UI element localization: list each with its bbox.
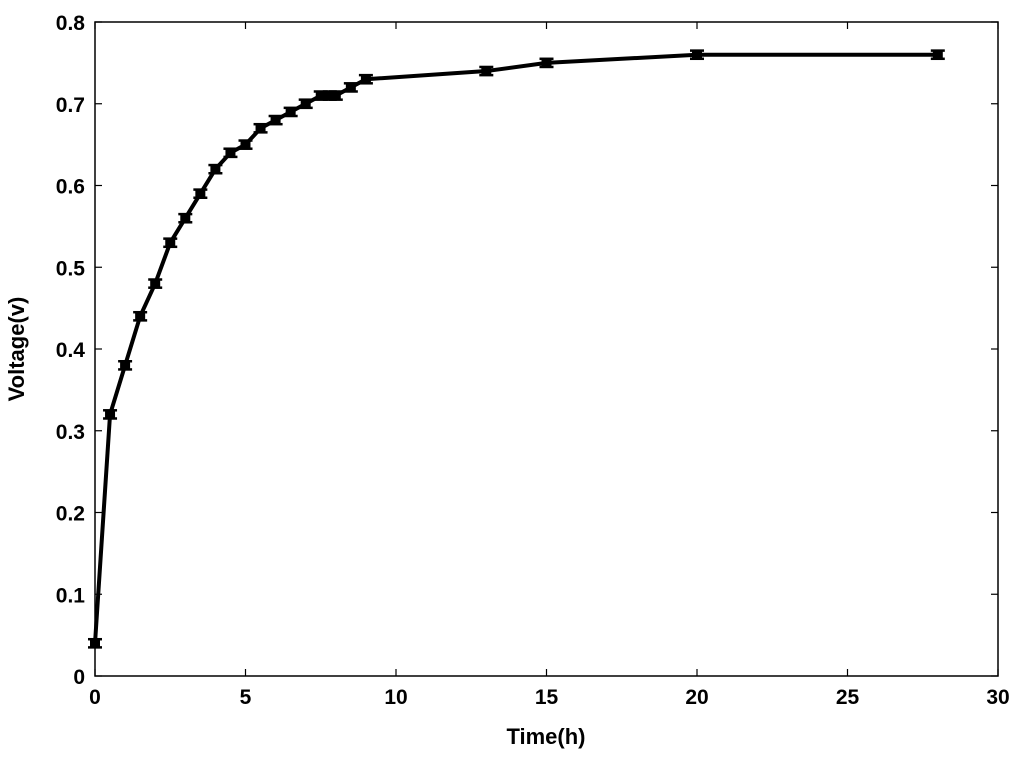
data-marker: [300, 99, 311, 108]
data-point: [238, 139, 253, 150]
data-marker: [195, 189, 206, 198]
data-point: [479, 65, 494, 77]
plot-area: [94, 21, 999, 677]
y-tick-label: 0.4: [56, 339, 86, 362]
data-marker: [240, 140, 251, 149]
data-marker: [330, 91, 341, 100]
y-tick-label: 0.2: [56, 503, 85, 526]
data-point: [208, 163, 223, 175]
data-point: [193, 188, 208, 200]
axis-ticks: [94, 21, 999, 677]
data-point: [690, 49, 704, 61]
data-point: [223, 147, 238, 159]
data-marker: [180, 214, 191, 223]
data-point: [253, 122, 268, 134]
data-point: [148, 278, 163, 289]
y-tick-label: 0: [73, 666, 85, 689]
data-marker: [932, 50, 943, 59]
data-point: [163, 237, 178, 249]
data-marker: [285, 107, 296, 116]
data-point: [328, 90, 343, 101]
data-marker: [135, 312, 146, 321]
data-marker: [210, 165, 221, 174]
data-marker: [120, 361, 131, 370]
x-tick-label: 30: [986, 686, 1009, 709]
data-marker: [270, 116, 281, 125]
x-tick-labels: 0 5 10 15 20 25 30: [89, 686, 1010, 709]
data-marker: [315, 91, 326, 100]
x-axis-title: Time(h): [506, 724, 585, 749]
x-tick-label: 0: [89, 686, 101, 709]
data-point: [930, 49, 945, 61]
data-marker: [165, 238, 176, 247]
data-point: [343, 82, 358, 93]
data-marker: [90, 639, 100, 648]
data-marker: [481, 67, 492, 76]
x-tick-label: 5: [240, 686, 252, 709]
y-tick-label: 0.8: [56, 12, 86, 35]
y-tick-labels: 0 0.1 0.2 0.3 0.4 0.5 0.6 0.7 0.8: [56, 12, 86, 689]
data-point: [358, 73, 373, 85]
series-layer: [88, 49, 945, 649]
data-marker: [360, 75, 371, 84]
data-point: [268, 114, 283, 126]
data-point: [298, 98, 313, 110]
y-tick-label: 0.5: [56, 257, 86, 280]
data-point: [118, 360, 133, 371]
x-tick-label: 15: [535, 686, 559, 709]
data-point: [88, 637, 102, 649]
data-marker: [225, 148, 236, 157]
data-marker: [541, 58, 552, 67]
y-tick-label: 0.3: [56, 421, 85, 444]
data-marker: [150, 279, 161, 288]
data-point: [133, 310, 148, 322]
data-marker: [692, 50, 702, 59]
x-tick-label: 20: [685, 686, 708, 709]
y-axis-title: Voltage(v): [4, 297, 29, 402]
y-tick-label: 0.7: [56, 94, 85, 117]
data-point: [178, 212, 193, 224]
data-point: [103, 409, 118, 420]
series-line: [93, 52, 938, 644]
x-tick-label: 25: [836, 686, 860, 709]
data-marker: [255, 124, 266, 133]
data-point: [539, 57, 554, 69]
x-tick-label: 10: [384, 686, 407, 709]
data-marker: [345, 83, 356, 92]
data-marker: [324, 91, 335, 100]
data-point: [283, 106, 298, 118]
data-marker: [105, 410, 116, 419]
y-tick-label: 0.1: [56, 584, 86, 607]
y-tick-label: 0.6: [56, 176, 85, 199]
